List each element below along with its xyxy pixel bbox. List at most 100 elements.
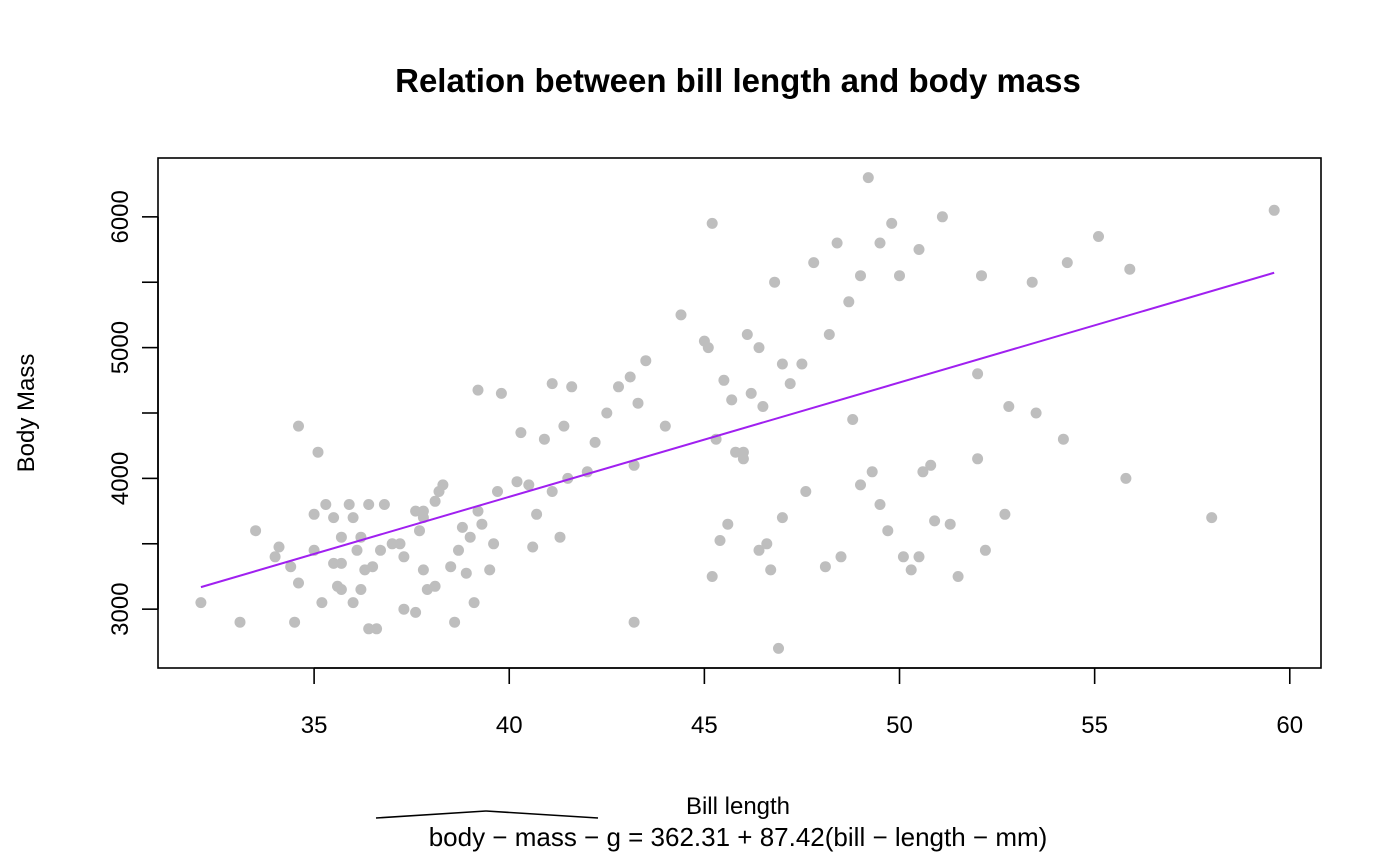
data-point: [589, 436, 601, 448]
data-point: [468, 597, 480, 609]
data-point: [894, 270, 905, 282]
data-point: [769, 276, 781, 288]
data-point: [613, 381, 624, 393]
data-point: [917, 466, 929, 478]
data-point: [335, 531, 347, 543]
data-point: [347, 512, 359, 524]
data-point: [718, 374, 730, 386]
x-tick-label: 45: [691, 712, 718, 739]
data-point: [855, 479, 866, 491]
data-point: [897, 551, 909, 563]
data-point: [1030, 407, 1042, 419]
data-point: [784, 378, 796, 390]
data-point: [847, 414, 859, 425]
data-point: [195, 597, 207, 609]
data-point: [417, 564, 429, 576]
data-point: [363, 499, 375, 510]
data-point: [234, 616, 246, 628]
data-point: [335, 584, 347, 595]
x-tick-label: 40: [496, 712, 523, 739]
plot-frame: [157, 157, 1322, 669]
data-point: [546, 486, 558, 497]
data-point: [843, 296, 855, 308]
data-point: [293, 577, 304, 589]
x-tick-label: 60: [1276, 712, 1303, 739]
data-point: [886, 217, 898, 229]
x-axis: 35 40 45 50 55 60: [301, 667, 1303, 739]
data-point: [312, 446, 324, 458]
data-point: [952, 571, 964, 582]
data-point: [488, 538, 500, 550]
points-layer: [195, 172, 1280, 654]
data-point: [624, 371, 636, 383]
data-point: [464, 531, 476, 543]
data-point: [1120, 472, 1132, 484]
data-point: [726, 394, 738, 406]
y-tick-label: 6000: [107, 190, 134, 243]
data-point: [343, 499, 355, 510]
y-tick-label: 4000: [107, 452, 134, 505]
data-point: [484, 564, 496, 576]
data-point: [866, 466, 878, 478]
data-point: [289, 616, 301, 628]
data-point: [566, 381, 578, 393]
data-point: [936, 211, 948, 223]
data-point: [913, 244, 925, 255]
data-point: [929, 515, 941, 527]
data-point: [741, 329, 753, 340]
chart-title: Relation between bill length and body ma…: [395, 62, 1081, 99]
data-point: [831, 237, 843, 249]
data-point: [492, 486, 503, 497]
x-tick-label: 35: [301, 712, 328, 739]
data-point: [351, 544, 363, 556]
data-point: [410, 606, 422, 618]
data-point: [800, 486, 812, 497]
data-point: [862, 172, 874, 184]
data-point: [776, 358, 788, 370]
data-point: [905, 564, 917, 576]
data-point: [757, 401, 769, 412]
data-point: [1206, 512, 1218, 524]
data-point: [476, 518, 488, 530]
data-point: [386, 538, 398, 550]
data-point: [347, 597, 359, 609]
data-point: [745, 387, 757, 399]
y-axis-label: Body Mass: [13, 354, 40, 473]
data-point: [1061, 257, 1073, 269]
data-point: [546, 378, 558, 390]
data-point: [714, 535, 726, 546]
data-point: [437, 479, 449, 491]
data-point: [367, 561, 379, 573]
data-point: [855, 270, 866, 282]
data-point: [335, 557, 347, 569]
data-point: [737, 446, 749, 458]
data-point: [706, 217, 718, 229]
data-point: [835, 551, 847, 563]
data-point: [1093, 231, 1104, 242]
data-point: [527, 541, 539, 553]
data-point: [472, 505, 484, 517]
data-point: [472, 384, 484, 396]
x-axis-label: Bill length: [686, 793, 790, 820]
data-point: [979, 544, 991, 556]
data-point: [659, 420, 671, 432]
data-point: [765, 564, 777, 576]
data-point: [328, 512, 340, 524]
data-point: [414, 525, 425, 537]
data-point: [1026, 276, 1038, 288]
data-point: [972, 453, 984, 465]
data-point: [394, 538, 406, 550]
data-point: [1124, 263, 1136, 275]
data-point: [925, 459, 937, 471]
data-point: [753, 342, 765, 354]
data-point: [429, 580, 441, 592]
data-point: [308, 508, 320, 520]
data-point: [730, 446, 742, 458]
data-point: [874, 499, 886, 510]
regression-line: [200, 271, 1275, 589]
data-point: [972, 368, 984, 380]
y-tick-label: 3000: [107, 582, 134, 635]
data-point: [722, 518, 734, 530]
data-point: [944, 518, 956, 530]
data-point: [515, 427, 527, 439]
